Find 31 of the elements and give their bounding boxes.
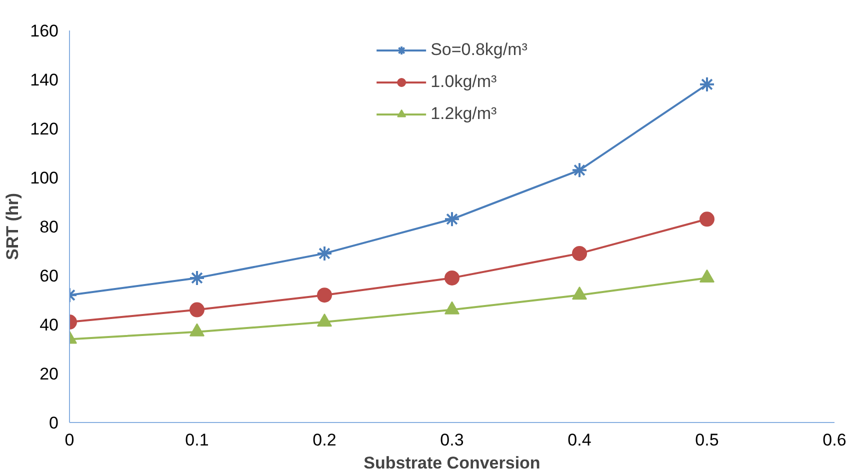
point — [700, 212, 714, 227]
x-tick-label: 0.2 — [312, 430, 336, 450]
y-tick-label: 80 — [40, 218, 59, 236]
point — [317, 288, 332, 303]
point — [190, 302, 204, 318]
x-tick-label: 0.6 — [822, 430, 846, 450]
point — [444, 211, 460, 228]
y-tick-label: 20 — [40, 364, 59, 384]
x-tick-label: 0.1 — [185, 430, 209, 450]
y-tick-label: 60 — [40, 266, 59, 286]
x-tick-label: 0.3 — [440, 430, 464, 450]
y-tick-label: 120 — [30, 120, 59, 138]
x-axis-title: Substrate Conversion — [364, 454, 540, 472]
x-tick-label: 0 — [64, 430, 74, 450]
y-axis-title: SRT (hr) — [3, 192, 22, 260]
point — [189, 270, 205, 286]
y-tick-label: 160 — [30, 22, 59, 40]
y-tick-label: 140 — [30, 70, 59, 90]
legend-label: 1.2kg/m³ — [430, 104, 497, 124]
point — [572, 246, 587, 261]
y-tick-label: 40 — [40, 316, 59, 334]
point — [572, 162, 588, 178]
y-tick-label: 0 — [49, 414, 59, 432]
point — [444, 270, 460, 286]
point — [699, 76, 715, 92]
legend-label: So=0.8kg/m³ — [430, 40, 528, 60]
legend-label: 1.0kg/m³ — [430, 72, 497, 92]
x-tick-label: 0.4 — [568, 430, 592, 450]
x-tick-label: 0.5 — [695, 430, 719, 450]
y-tick-label: 100 — [30, 168, 59, 188]
point — [316, 245, 332, 262]
